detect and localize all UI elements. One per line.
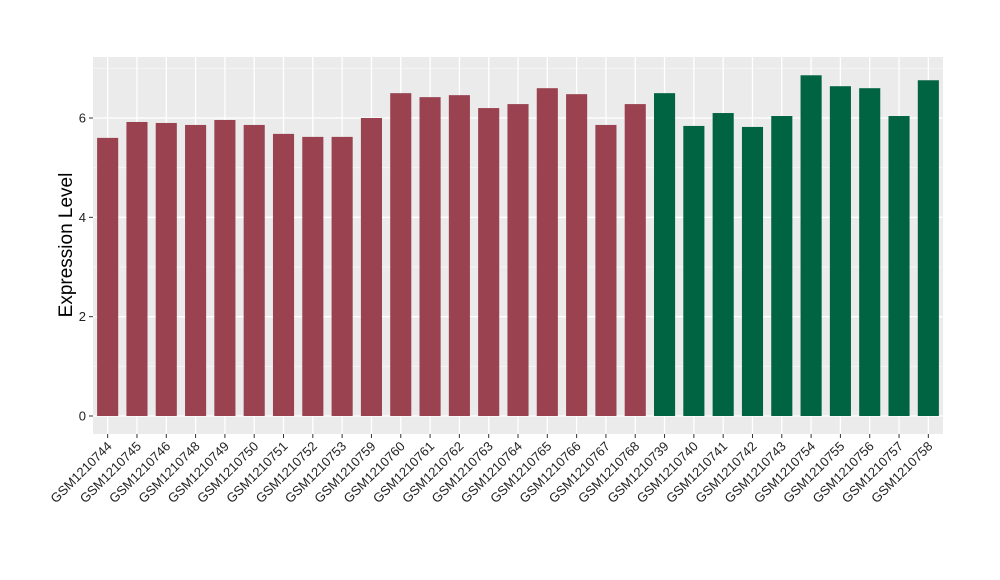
- bar-GSM1210766: [566, 94, 588, 416]
- x-axis-ticks: GSM1210744GSM1210745GSM1210746GSM1210748…: [47, 434, 935, 506]
- bar-GSM1210751: [272, 133, 295, 417]
- bar-GSM1210752: [302, 136, 324, 416]
- bar-GSM1210748: [185, 124, 207, 416]
- bar-GSM1210740: [683, 125, 705, 417]
- bar-GSM1210761: [419, 97, 441, 416]
- y-tick-label: 2: [79, 309, 86, 324]
- bar-GSM1210768: [624, 104, 646, 417]
- y-axis-title: Expression Level: [56, 173, 77, 318]
- bar-GSM1210754: [800, 75, 822, 416]
- bar-GSM1210753: [331, 136, 353, 416]
- bar-GSM1210745: [126, 121, 148, 417]
- bar-GSM1210758: [917, 80, 939, 417]
- bar-GSM1210762: [448, 95, 470, 417]
- bar-GSM1210742: [741, 126, 764, 416]
- y-tick-label: 0: [79, 409, 86, 424]
- bar-GSM1210760: [390, 93, 412, 417]
- bar-GSM1210757: [888, 116, 910, 416]
- y-tick-label: 4: [79, 210, 86, 225]
- bar-GSM1210755: [829, 86, 851, 417]
- bar-GSM1210739: [654, 93, 676, 417]
- bar-GSM1210744: [97, 137, 119, 416]
- bar-GSM1210750: [243, 124, 265, 416]
- bar-GSM1210759: [360, 118, 382, 416]
- bar-GSM1210756: [859, 88, 881, 416]
- bar-GSM1210764: [507, 104, 529, 417]
- bar-GSM1210765: [536, 88, 558, 416]
- bar-GSM1210767: [595, 124, 617, 416]
- bars: [97, 75, 939, 417]
- bar-GSM1210741: [712, 113, 734, 417]
- bar-GSM1210743: [771, 116, 793, 416]
- bar-GSM1210746: [155, 122, 177, 416]
- bar-GSM1210749: [214, 119, 236, 416]
- bar-GSM1210763: [478, 108, 500, 417]
- y-axis-ticks: 0 2 4 6: [79, 111, 93, 424]
- y-tick-label: 6: [79, 111, 86, 126]
